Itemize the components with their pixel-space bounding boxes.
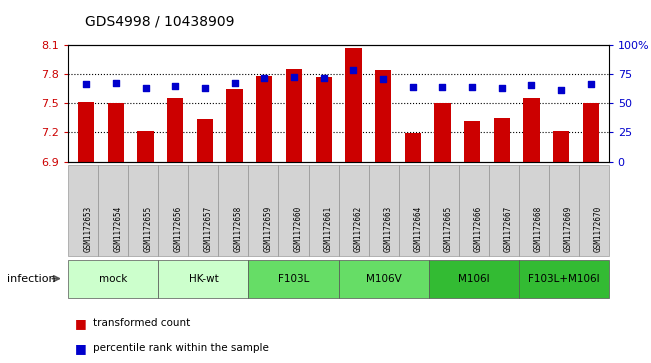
Point	[556, 87, 566, 93]
Text: GSM1172653: GSM1172653	[83, 206, 92, 252]
Text: GSM1172659: GSM1172659	[264, 206, 273, 252]
Bar	[137, 131, 154, 162]
Bar	[107, 103, 124, 162]
Bar	[78, 102, 94, 162]
Text: GSM1172669: GSM1172669	[564, 206, 573, 252]
Point	[408, 84, 418, 90]
Text: GDS4998 / 10438909: GDS4998 / 10438909	[85, 15, 234, 29]
Text: GSM1172662: GSM1172662	[353, 206, 363, 252]
Point	[437, 84, 448, 90]
Text: GSM1172654: GSM1172654	[113, 206, 122, 252]
Point	[81, 81, 91, 87]
Text: F103L: F103L	[278, 274, 309, 284]
Text: transformed count: transformed count	[93, 318, 190, 328]
Point	[318, 75, 329, 81]
Bar	[375, 70, 391, 162]
Bar	[583, 103, 599, 162]
Text: GSM1172658: GSM1172658	[234, 206, 242, 252]
Text: GSM1172656: GSM1172656	[173, 206, 182, 252]
Text: percentile rank within the sample: percentile rank within the sample	[93, 343, 269, 354]
Text: GSM1172661: GSM1172661	[324, 206, 333, 252]
Text: GSM1172663: GSM1172663	[383, 206, 393, 252]
Text: F103L+M106I: F103L+M106I	[528, 274, 600, 284]
Text: GSM1172657: GSM1172657	[203, 206, 212, 252]
Text: GSM1172660: GSM1172660	[294, 206, 303, 252]
Bar	[345, 48, 361, 162]
Point	[526, 82, 536, 88]
Text: M106V: M106V	[366, 274, 402, 284]
Text: M106I: M106I	[458, 274, 490, 284]
Bar	[227, 89, 243, 162]
Text: mock: mock	[99, 274, 128, 284]
Text: GSM1172667: GSM1172667	[504, 206, 512, 252]
Bar	[286, 69, 302, 162]
Point	[111, 79, 121, 85]
Point	[497, 85, 507, 91]
Text: GSM1172668: GSM1172668	[534, 206, 543, 252]
Point	[348, 67, 359, 73]
Text: ■: ■	[75, 342, 87, 355]
Bar	[316, 77, 332, 162]
Point	[467, 84, 477, 90]
Point	[200, 85, 210, 91]
Bar	[197, 119, 213, 162]
Text: GSM1172666: GSM1172666	[474, 206, 482, 252]
Text: ■: ■	[75, 317, 87, 330]
Bar	[404, 134, 421, 162]
Point	[586, 81, 596, 87]
Text: HK-wt: HK-wt	[189, 274, 218, 284]
Bar	[553, 131, 570, 162]
Text: infection: infection	[7, 274, 55, 284]
Text: GSM1172655: GSM1172655	[143, 206, 152, 252]
Bar	[434, 103, 450, 162]
Point	[170, 83, 180, 89]
Bar	[464, 121, 480, 162]
Point	[378, 76, 388, 82]
Point	[141, 85, 151, 91]
Point	[289, 74, 299, 79]
Bar	[523, 98, 540, 162]
Point	[259, 75, 270, 81]
Bar	[167, 98, 184, 162]
Bar	[493, 118, 510, 162]
Text: GSM1172670: GSM1172670	[594, 206, 603, 252]
Bar	[256, 76, 273, 162]
Text: GSM1172665: GSM1172665	[443, 206, 452, 252]
Point	[229, 79, 240, 85]
Text: GSM1172664: GSM1172664	[413, 206, 422, 252]
